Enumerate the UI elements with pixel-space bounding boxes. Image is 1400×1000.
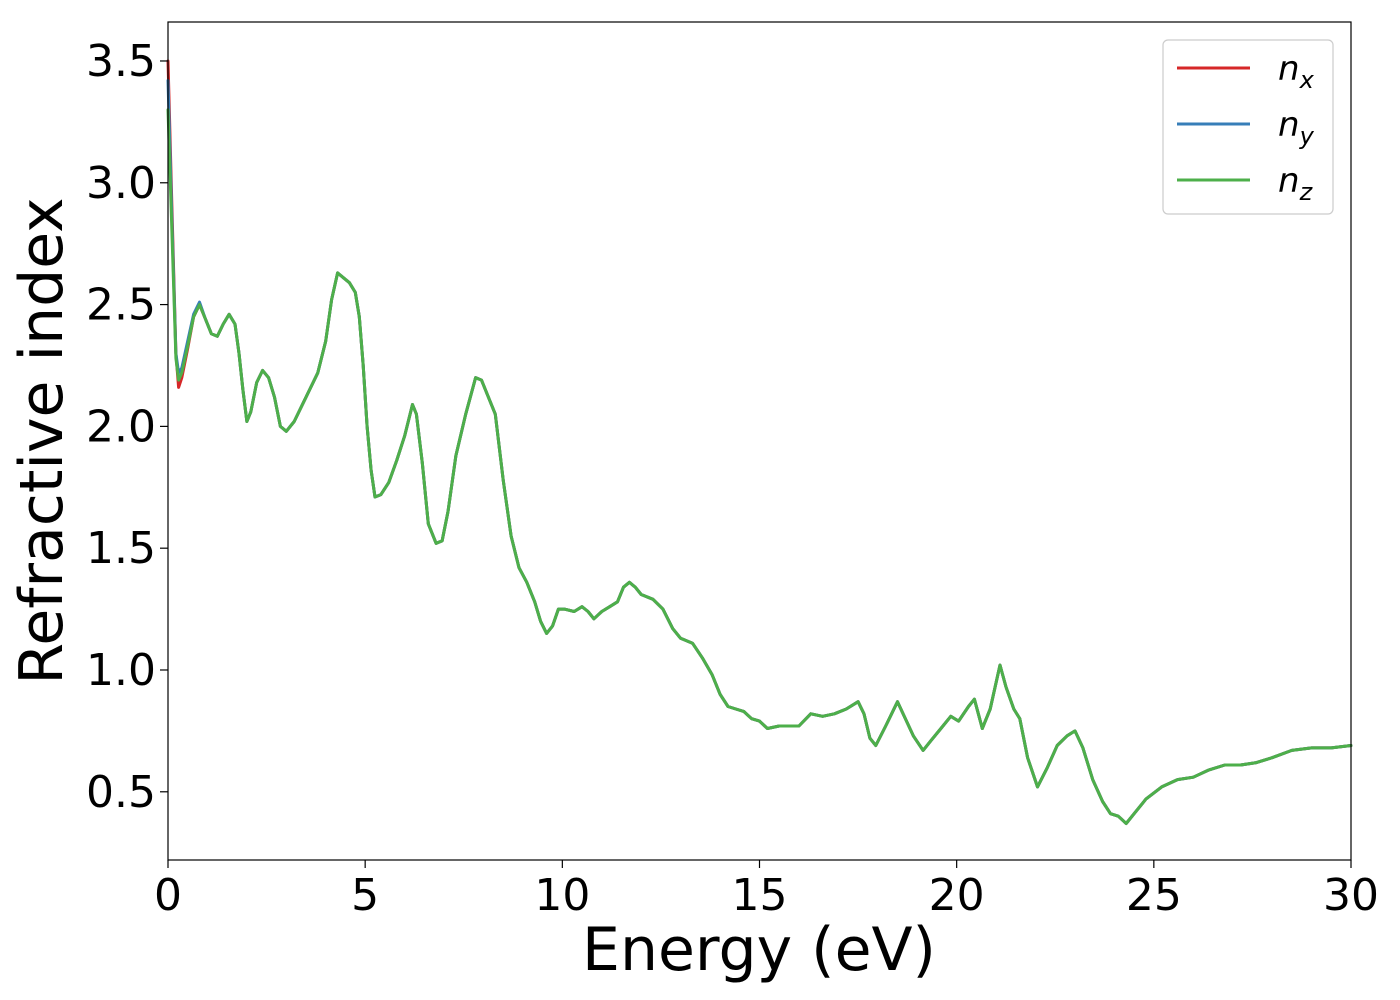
legend-label-ny: ny bbox=[1278, 105, 1315, 150]
x-tick-label: 30 bbox=[1323, 870, 1379, 921]
x-tick-label: 15 bbox=[732, 870, 788, 921]
x-tick-label: 10 bbox=[534, 870, 590, 921]
legend-box bbox=[1162, 39, 1334, 215]
x-tick-label: 5 bbox=[351, 870, 379, 921]
y-tick-label: 1.0 bbox=[86, 645, 156, 696]
x-tick-label: 20 bbox=[929, 870, 985, 921]
y-tick-label: 2.5 bbox=[86, 280, 156, 331]
y-axis-title: Refractive index bbox=[7, 197, 77, 684]
y-tick-label: 2.0 bbox=[86, 401, 156, 452]
legend: nx ny nz bbox=[1162, 39, 1334, 215]
x-tick-label: 25 bbox=[1126, 870, 1182, 921]
legend-label-nz: nz bbox=[1278, 161, 1314, 206]
x-axis-title: Energy (eV) bbox=[582, 915, 936, 985]
y-axis: 0.5 1.0 1.5 2.0 2.5 3.0 3.5 bbox=[86, 36, 168, 818]
y-tick-label: 0.5 bbox=[86, 767, 156, 818]
series-layer bbox=[166, 59, 1353, 825]
y-tick-label: 3.0 bbox=[86, 158, 156, 209]
series-line-nz bbox=[166, 108, 1353, 825]
x-tick-label: 0 bbox=[154, 870, 182, 921]
legend-items: nx ny nz bbox=[1177, 49, 1315, 206]
legend-label-nx: nx bbox=[1278, 49, 1315, 94]
y-tick-label: 3.5 bbox=[86, 36, 156, 87]
y-tick-label: 1.5 bbox=[86, 523, 156, 574]
x-axis: 0 5 10 15 20 25 30 bbox=[154, 860, 1379, 921]
